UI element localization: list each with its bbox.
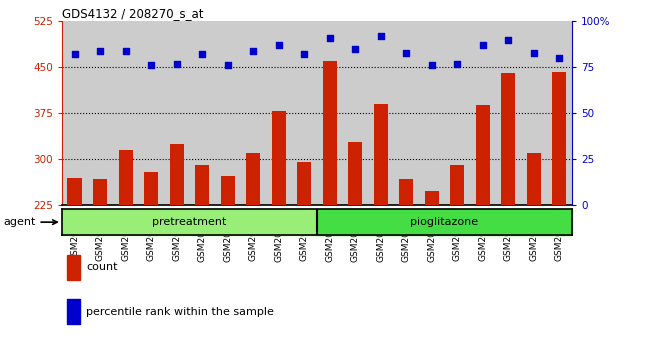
Point <box>324 35 335 41</box>
Bar <box>317 21 343 205</box>
Bar <box>476 105 489 205</box>
Point <box>197 52 207 57</box>
Bar <box>164 21 189 205</box>
Bar <box>62 209 317 235</box>
Bar <box>348 142 362 205</box>
Point <box>350 46 360 52</box>
Bar <box>317 209 572 235</box>
Bar <box>87 21 113 205</box>
Bar <box>343 21 368 205</box>
Text: pretreatment: pretreatment <box>152 217 226 227</box>
Point <box>146 63 156 68</box>
Bar <box>189 21 214 205</box>
Bar <box>419 21 445 205</box>
Bar <box>552 72 566 205</box>
Bar <box>450 165 464 205</box>
Bar <box>399 179 413 205</box>
Bar <box>118 150 133 205</box>
Bar <box>93 179 107 205</box>
Point <box>274 42 284 48</box>
Bar <box>138 21 164 205</box>
Bar <box>445 21 470 205</box>
Text: percentile rank within the sample: percentile rank within the sample <box>86 307 274 316</box>
Point <box>222 63 233 68</box>
Point <box>528 50 539 55</box>
Bar <box>68 178 81 205</box>
Bar <box>521 21 547 205</box>
Bar <box>220 177 235 205</box>
Point <box>299 52 309 57</box>
Bar <box>297 162 311 205</box>
Text: count: count <box>86 262 118 272</box>
Bar <box>195 165 209 205</box>
Point <box>95 48 105 53</box>
Point <box>452 61 462 67</box>
Bar <box>424 191 439 205</box>
Bar <box>526 153 541 205</box>
Bar <box>547 21 572 205</box>
Point <box>172 61 182 67</box>
Point <box>248 48 258 53</box>
Point <box>401 50 411 55</box>
Bar <box>67 299 79 324</box>
Bar <box>62 21 87 205</box>
Point <box>426 63 437 68</box>
Bar <box>144 172 158 205</box>
Bar <box>266 21 291 205</box>
Bar <box>368 21 393 205</box>
Bar <box>67 255 79 280</box>
Text: agent: agent <box>3 217 57 227</box>
Point <box>554 55 564 61</box>
Point <box>70 52 80 57</box>
Point <box>120 48 131 53</box>
Bar <box>291 21 317 205</box>
Bar <box>322 61 337 205</box>
Bar <box>214 21 240 205</box>
Text: pioglitazone: pioglitazone <box>410 217 478 227</box>
Point <box>503 37 514 42</box>
Point <box>376 33 386 39</box>
Bar <box>393 21 419 205</box>
Bar <box>374 104 387 205</box>
Bar <box>272 112 285 205</box>
Bar <box>470 21 495 205</box>
Bar <box>501 73 515 205</box>
Bar <box>113 21 138 205</box>
Bar <box>240 21 266 205</box>
Bar <box>246 153 260 205</box>
Bar <box>495 21 521 205</box>
Point <box>478 42 488 48</box>
Bar <box>170 144 183 205</box>
Text: GDS4132 / 208270_s_at: GDS4132 / 208270_s_at <box>62 7 203 20</box>
